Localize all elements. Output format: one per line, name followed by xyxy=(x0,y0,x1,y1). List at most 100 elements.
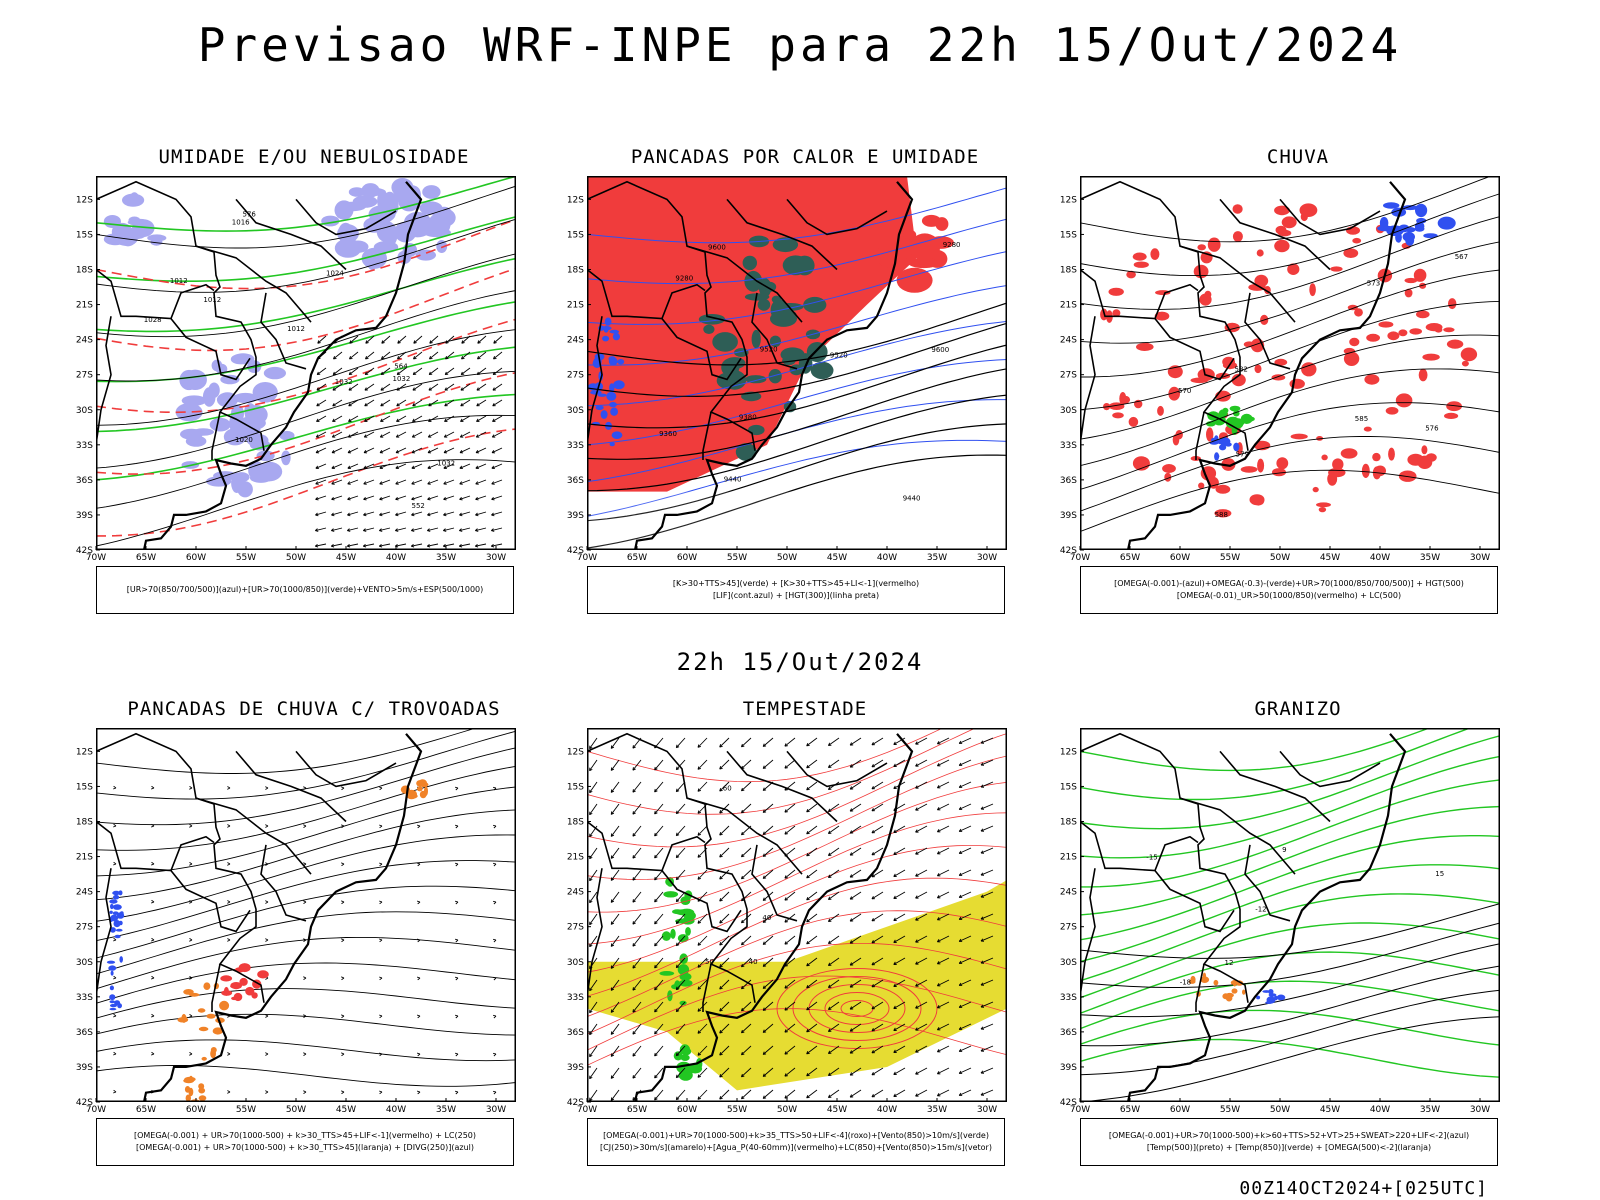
wind-vector xyxy=(849,847,862,856)
wind-vector xyxy=(697,1052,702,1056)
streamline xyxy=(96,730,516,800)
divergence-area-blue xyxy=(109,899,118,904)
wind-vector xyxy=(958,1067,972,1074)
lat-tick-label: 30S xyxy=(567,406,584,416)
rain-area-red xyxy=(1460,347,1478,362)
wind-vector xyxy=(444,371,449,376)
streamline-arrow xyxy=(303,1052,307,1056)
wind-vector xyxy=(762,941,767,945)
wind-vector xyxy=(632,921,636,925)
wind-vector xyxy=(980,1045,994,1052)
wind-vector xyxy=(443,512,447,517)
legend-line-1: [OMEGA(-0.001)-(azul)+OMEGA(-0.3)-(verde… xyxy=(1114,579,1464,588)
border-line xyxy=(1080,268,1199,320)
humidity-blob-blue xyxy=(384,223,398,246)
wind-vector xyxy=(958,759,972,766)
thunder-area-orange xyxy=(212,1027,223,1035)
temp850-contour xyxy=(1080,893,1500,982)
wind-vector xyxy=(937,1067,950,1075)
wind-vector xyxy=(697,1030,702,1034)
wind-vector xyxy=(937,781,950,789)
rain-area-red xyxy=(1132,252,1147,261)
streamline-arrow xyxy=(303,824,307,828)
rain-area-red xyxy=(1240,466,1258,473)
wind-vector xyxy=(610,877,615,881)
wind-vector xyxy=(654,869,664,881)
wind-vector xyxy=(675,1045,686,1056)
wind-vector xyxy=(827,896,832,900)
lat-tick-label: 27S xyxy=(76,923,93,933)
wind-vector xyxy=(675,759,686,770)
wind-vector xyxy=(348,383,359,391)
map-frame xyxy=(96,728,516,1102)
wind-vector xyxy=(589,781,598,793)
wind-vector xyxy=(719,766,723,770)
wind-vector xyxy=(654,788,658,793)
rain-area-blue xyxy=(1415,203,1428,218)
wind-vector xyxy=(428,387,432,391)
wind-vector xyxy=(654,847,664,859)
wind-vector xyxy=(445,340,449,344)
wind-vector xyxy=(980,1023,994,1030)
wind-vector xyxy=(762,1073,767,1077)
wind-vector xyxy=(980,759,994,766)
streamline xyxy=(96,1013,516,1036)
wind-vector xyxy=(654,832,658,837)
wind-vector xyxy=(871,896,875,900)
border-line xyxy=(751,844,798,922)
wind-vector xyxy=(460,418,464,422)
rain-area-red xyxy=(1404,288,1413,298)
wind-vector xyxy=(762,985,767,989)
rain-area-red xyxy=(1444,412,1459,419)
lon-tick-label: 55W xyxy=(1220,553,1240,563)
rain-area-red xyxy=(1446,401,1462,412)
wind-vector xyxy=(762,853,767,857)
wind-vector xyxy=(784,765,788,769)
wind-vector xyxy=(893,895,897,899)
wind-vector xyxy=(849,1028,854,1032)
wind-vector xyxy=(871,940,875,944)
hail-area-blue xyxy=(1265,1001,1273,1004)
wind-vector xyxy=(363,465,367,470)
humidity-blob-blue xyxy=(337,201,367,212)
wind-vector xyxy=(363,447,375,454)
panel-legend: [OMEGA(-0.001)-(azul)+OMEGA(-0.3)-(verde… xyxy=(1080,566,1498,614)
rain-area-blue xyxy=(1233,442,1240,452)
wind-vector xyxy=(740,743,745,748)
lon-tick-label: 40W xyxy=(386,1105,406,1115)
wind-vector xyxy=(958,957,972,964)
wind-vector xyxy=(936,1005,941,1009)
border-line xyxy=(170,870,251,933)
wind-vector xyxy=(333,351,343,360)
wind-vector xyxy=(493,355,497,360)
instability-area-green xyxy=(810,361,834,380)
wind-vector xyxy=(849,984,854,988)
humidity-blob-blue xyxy=(216,392,239,408)
wind-vector xyxy=(632,767,636,771)
streamline-arrow xyxy=(265,938,269,942)
wind-vector xyxy=(784,875,788,879)
wind-vector xyxy=(654,825,664,837)
wind-vector xyxy=(460,371,465,376)
streamline xyxy=(96,765,516,851)
wind-vector xyxy=(806,1023,818,1033)
pressure-contour xyxy=(96,185,516,249)
border-line xyxy=(211,411,221,460)
pressure-contour xyxy=(96,253,516,338)
wind-vector xyxy=(740,787,745,792)
streamline-arrow xyxy=(492,938,497,943)
streamline-arrow xyxy=(189,1014,193,1018)
wind-vector xyxy=(347,496,351,501)
rain-area-red xyxy=(1290,433,1308,440)
wind-vector xyxy=(426,543,431,548)
wind-vector xyxy=(784,891,796,901)
wind-vector xyxy=(828,869,840,878)
wind-vector xyxy=(806,764,810,769)
wind-vector xyxy=(380,418,384,422)
wind-vector xyxy=(828,935,840,944)
lif-contour xyxy=(613,380,625,390)
wind-vector xyxy=(849,830,854,834)
wind-vector xyxy=(347,434,352,438)
wind-vector xyxy=(443,481,447,485)
wind-vector xyxy=(396,418,400,422)
